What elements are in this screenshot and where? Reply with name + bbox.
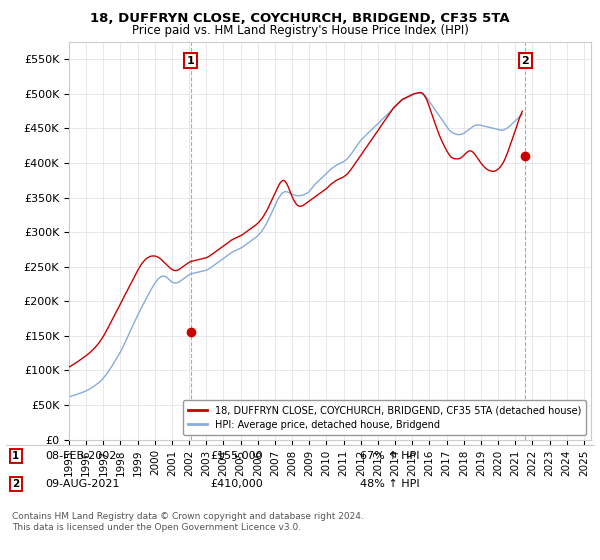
Text: 67% ↑ HPI: 67% ↑ HPI bbox=[360, 451, 419, 461]
Text: £410,000: £410,000 bbox=[210, 479, 263, 489]
Text: 2: 2 bbox=[521, 55, 529, 66]
Text: 1: 1 bbox=[187, 55, 194, 66]
Text: £155,000: £155,000 bbox=[210, 451, 263, 461]
Text: Contains HM Land Registry data © Crown copyright and database right 2024.
This d: Contains HM Land Registry data © Crown c… bbox=[12, 512, 364, 532]
Text: Price paid vs. HM Land Registry's House Price Index (HPI): Price paid vs. HM Land Registry's House … bbox=[131, 24, 469, 37]
Text: 1: 1 bbox=[12, 451, 19, 461]
Text: 48% ↑ HPI: 48% ↑ HPI bbox=[360, 479, 419, 489]
Text: 18, DUFFRYN CLOSE, COYCHURCH, BRIDGEND, CF35 5TA: 18, DUFFRYN CLOSE, COYCHURCH, BRIDGEND, … bbox=[90, 12, 510, 25]
Text: 08-FEB-2002: 08-FEB-2002 bbox=[45, 451, 116, 461]
Text: 09-AUG-2021: 09-AUG-2021 bbox=[45, 479, 119, 489]
Text: 2: 2 bbox=[12, 479, 19, 489]
Legend: 18, DUFFRYN CLOSE, COYCHURCH, BRIDGEND, CF35 5TA (detached house), HPI: Average : 18, DUFFRYN CLOSE, COYCHURCH, BRIDGEND, … bbox=[183, 400, 586, 435]
